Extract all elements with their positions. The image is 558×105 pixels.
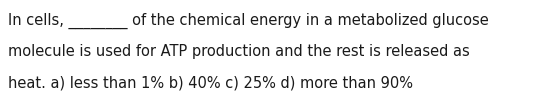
Text: heat. a) less than 1% b) 40% c) 25% d) more than 90%: heat. a) less than 1% b) 40% c) 25% d) m… [8, 76, 413, 91]
Text: molecule is used for ATP production and the rest is released as: molecule is used for ATP production and … [8, 44, 470, 59]
Text: In cells, ________ of the chemical energy in a metabolized glucose: In cells, ________ of the chemical energ… [8, 13, 489, 29]
